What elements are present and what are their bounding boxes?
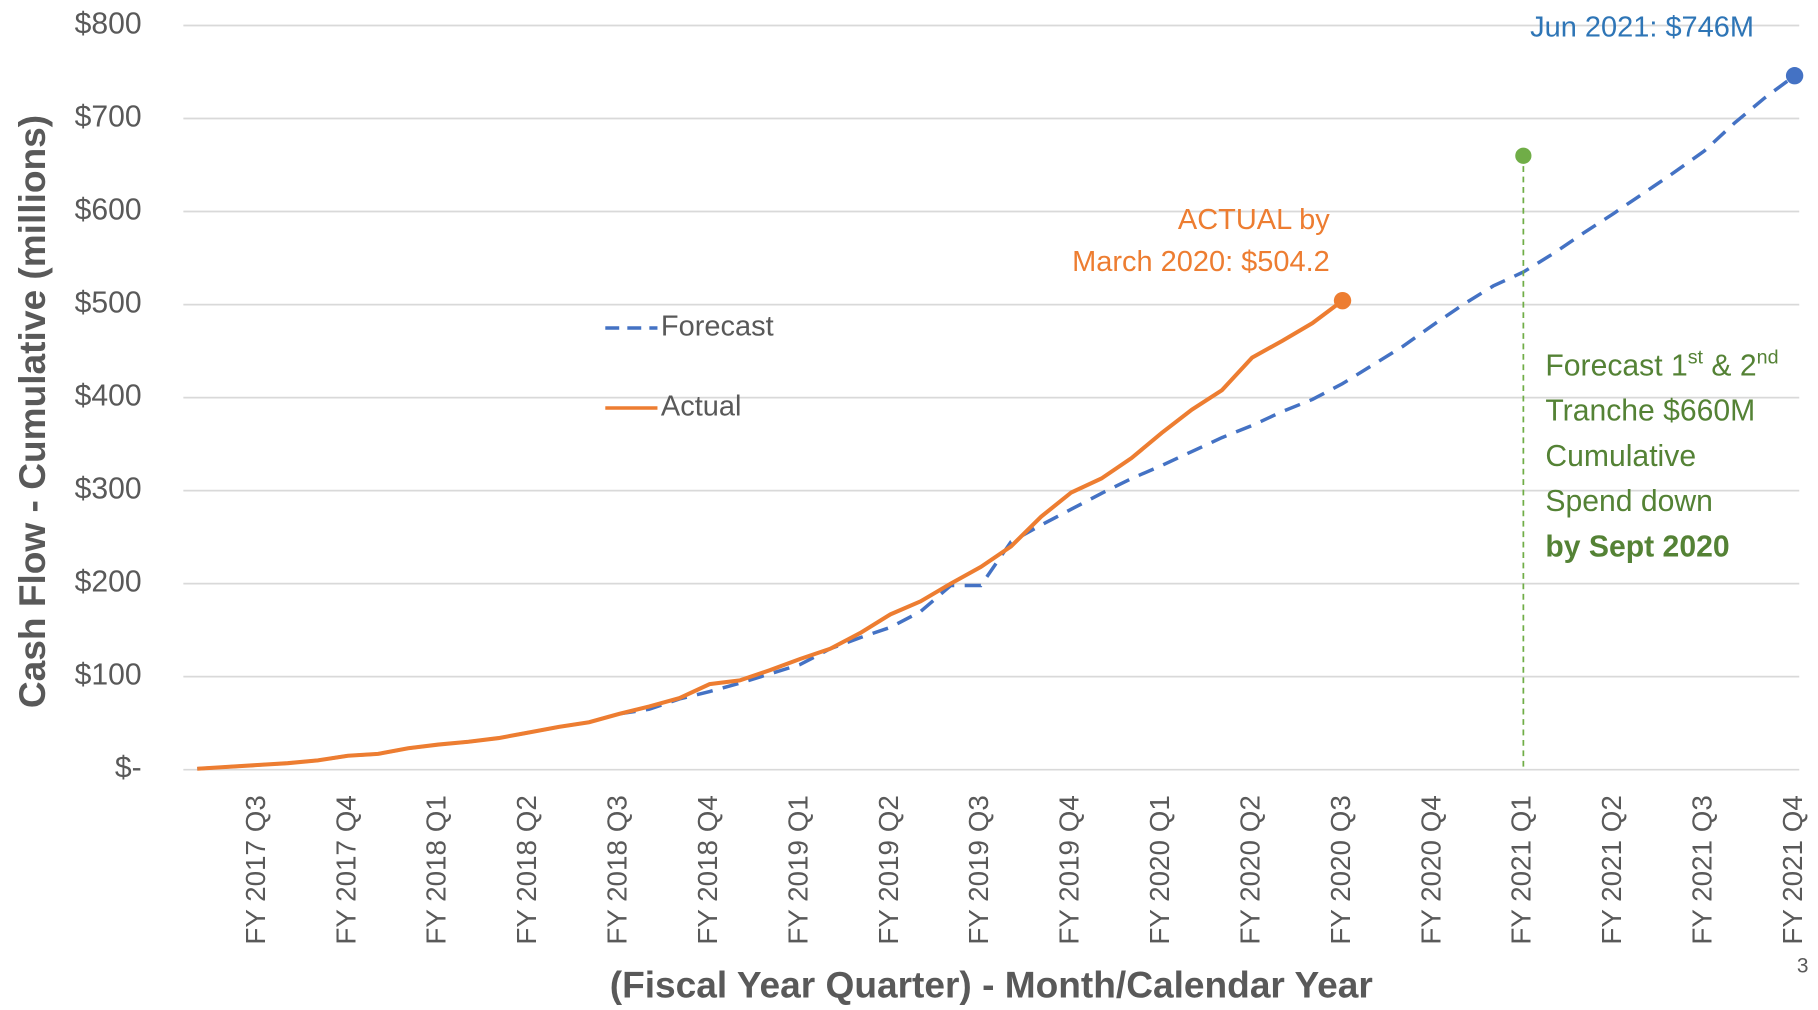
tranche-annotation: Tranche $660M [1545, 395, 1755, 428]
x-tick-label: FY 2017 Q4 [330, 795, 361, 944]
y-tick-label: $700 [75, 100, 142, 133]
y-tick-label: $- [115, 752, 142, 785]
end-point [1785, 67, 1804, 85]
x-tick-label: FY 2021 Q4 [1777, 795, 1808, 944]
y-tick-label: $100 [75, 659, 142, 692]
series-line [197, 299, 1344, 771]
tranche-text: Spend down [1545, 485, 1713, 518]
actual-annotation: March 2020: $504.2 [1072, 246, 1330, 278]
x-tick-label: FY 2018 Q3 [602, 795, 633, 944]
tranche-point [1515, 147, 1532, 164]
y-tick-label: $300 [75, 473, 142, 506]
forecast-annotation: Jun 2021: $746M [1530, 12, 1754, 44]
x-tick-label: FY 2019 Q3 [963, 795, 994, 944]
tranche-text: Cumulative [1545, 440, 1696, 473]
tranche-text: & 2 [1703, 349, 1757, 382]
x-tick-label: FY 2020 Q4 [1415, 795, 1446, 944]
actual-annotation: ACTUAL by [1178, 204, 1330, 236]
y-tick-label: $800 [75, 7, 142, 40]
y-tick-label: $600 [75, 194, 142, 227]
y-tick-label: $500 [75, 287, 142, 320]
x-tick-label: FY 2020 Q1 [1144, 795, 1175, 944]
x-tick-label: FY 2017 Q3 [240, 795, 271, 944]
x-tick-label: FY 2018 Q4 [692, 795, 723, 944]
end-point [1333, 291, 1352, 310]
x-tick-label: FY 2019 Q1 [782, 795, 813, 944]
tranche-annotation: Spend down [1545, 485, 1713, 518]
tranche-text: st [1688, 347, 1704, 369]
tranche-text: Tranche $660M [1545, 395, 1755, 428]
x-tick-label: FY 2020 Q2 [1234, 795, 1265, 944]
y-tick-label: $200 [75, 566, 142, 599]
x-tick-label: FY 2021 Q1 [1506, 795, 1537, 944]
x-tick-label: FY 2019 Q4 [1054, 795, 1085, 944]
x-tick-label: FY 2021 Q2 [1596, 795, 1627, 944]
x-tick-label: FY 2021 Q3 [1687, 795, 1718, 944]
legend-label: Actual [661, 391, 742, 423]
tranche-text: nd [1757, 347, 1779, 369]
x-tick-label: FY 2020 Q3 [1325, 795, 1356, 944]
tranche-text: by Sept 2020 [1545, 530, 1729, 563]
page-number: 3 [1797, 954, 1809, 977]
tranche-annotation: Cumulative [1545, 440, 1696, 473]
tranche-annotation: by Sept 2020 [1545, 530, 1729, 563]
tranche-text: Forecast 1 [1545, 349, 1687, 382]
x-axis-title: (Fiscal Year Quarter) - Month/Calendar Y… [610, 963, 1373, 1005]
x-tick-label: FY 2018 Q1 [421, 795, 452, 944]
y-tick-label: $400 [75, 380, 142, 413]
x-tick-label: FY 2019 Q2 [873, 795, 904, 944]
x-tick-label: FY 2018 Q2 [511, 795, 542, 944]
tranche-annotation: Forecast 1st & 2nd [1545, 347, 1778, 383]
legend-label: Forecast [661, 311, 774, 343]
y-axis-title: Cash Flow - Cumulative (millions) [11, 115, 53, 708]
